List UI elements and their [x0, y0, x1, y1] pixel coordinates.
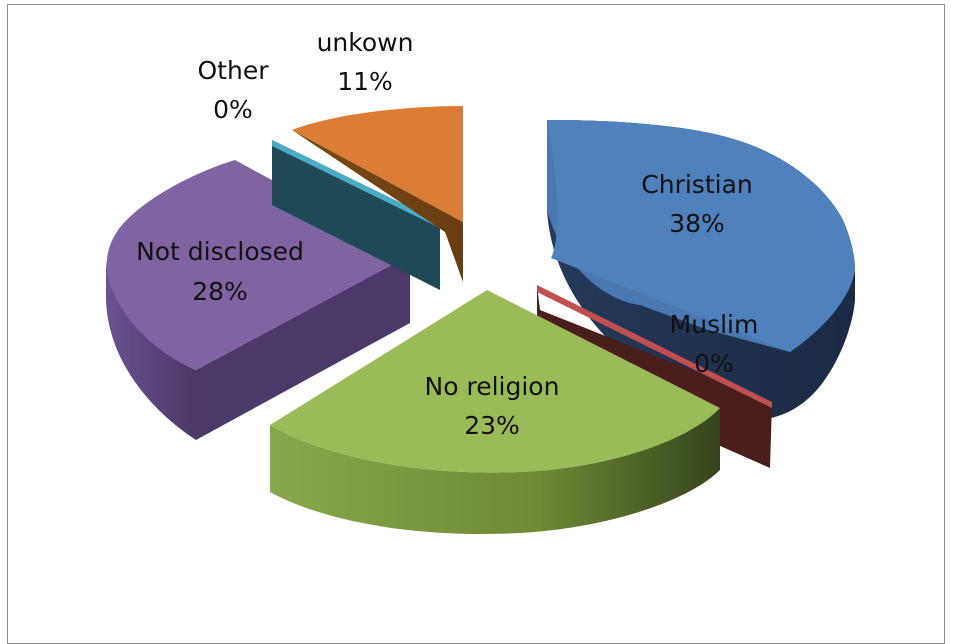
- slice-value-unkown: 11%: [337, 67, 393, 96]
- slice-label-unkown: unkown: [317, 28, 414, 57]
- slice-label-not-disclosed: Not disclosed: [136, 237, 304, 266]
- pie-slice-no-religion: [270, 290, 720, 535]
- slice-value-other: 0%: [213, 95, 253, 124]
- pie-slice-not-disclosed: [106, 160, 410, 440]
- slice-value-no-religion: 23%: [464, 411, 520, 440]
- slice-value-christian: 38%: [669, 209, 725, 238]
- slice-value-not-disclosed: 28%: [192, 277, 248, 306]
- slice-label-other: Other: [198, 56, 270, 85]
- pie-slice-unkown: [292, 106, 463, 282]
- slice-label-christian: Christian: [641, 170, 752, 199]
- slice-label-no-religion: No religion: [425, 372, 560, 401]
- slice-label-muslim: Muslim: [670, 310, 759, 339]
- pie-slice-other: [272, 140, 440, 290]
- slice-value-muslim: 0%: [694, 349, 734, 378]
